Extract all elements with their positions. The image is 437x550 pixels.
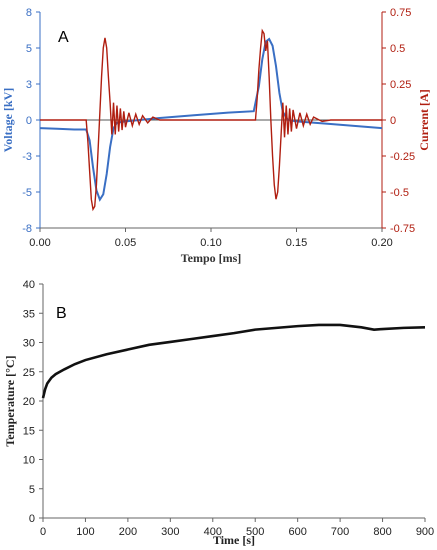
panel-b-y-tick-label: 0 xyxy=(29,513,35,525)
panel-a-x-axis-label: Tempo [ms] xyxy=(181,251,242,265)
panel-b-letter: B xyxy=(56,305,67,322)
panel-b-y-tick-label: 5 xyxy=(29,484,35,496)
panel-b-x-tick-label: 0 xyxy=(40,526,46,538)
panel-a-left-tick-label: 5 xyxy=(26,43,32,55)
panel-a-left-tick-label: 8 xyxy=(26,7,32,19)
panel-a-right-tick-label: -0.75 xyxy=(390,223,415,235)
panel-b-x-tick-label: 600 xyxy=(288,526,306,538)
temperature-series-line xyxy=(41,323,426,399)
panel-a-letter: A xyxy=(58,29,69,46)
panel-a-right-tick-label: -0.25 xyxy=(390,151,415,163)
panel-b-y-tick-label: 30 xyxy=(23,338,35,350)
panel-a-left-tick-label: 3 xyxy=(26,79,32,91)
panel-a-right-tick-label: 0 xyxy=(390,115,396,127)
panel-b-y-axis-label: Temperature [°C] xyxy=(3,355,17,446)
panel-b-y-tick-label: 20 xyxy=(23,396,35,408)
chart-panel-a: A 0.00 0.05 0.10 0.15 0.20 8 5 3 0 -3 -5 -8 0.75 0.… xyxy=(1,7,431,265)
panel-b-x-tick-label: 100 xyxy=(76,526,94,538)
panel-b-y-tick-label: 25 xyxy=(23,367,35,379)
panel-b-y-tick-label: 10 xyxy=(23,455,35,467)
current-series-line xyxy=(40,28,382,212)
panel-a-x-tick-label: 0.10 xyxy=(200,237,221,249)
panel-b-x-tick-label: 400 xyxy=(204,526,222,538)
panel-b-x-tick-label: 200 xyxy=(119,526,137,538)
panel-b-y-tick-label: 40 xyxy=(23,279,35,291)
panel-b-x-tick-label: 500 xyxy=(246,526,264,538)
panel-b-x-tick-label: 900 xyxy=(416,526,434,538)
panel-b-y-tick-label: 15 xyxy=(23,425,35,437)
panel-a-left-tick-label: 0 xyxy=(26,115,32,127)
panel-a-left-tick-label: -3 xyxy=(22,151,32,163)
panel-a-right-tick-label: 0.75 xyxy=(390,7,411,19)
panel-a-right-tick-label: -0.5 xyxy=(390,187,409,199)
panel-a-x-tick-label: 0.05 xyxy=(115,237,136,249)
panel-a-left-axis-label: Voltage [kV] xyxy=(1,88,15,153)
panel-a-x-tick-label: 0.15 xyxy=(286,237,307,249)
panel-b-x-axis-label: Time [s] xyxy=(213,533,255,547)
panel-a-x-tick-label: 0.20 xyxy=(371,237,392,249)
panel-a-right-axis-label: Current [A] xyxy=(417,89,431,150)
panel-a-right-tick-label: 0.5 xyxy=(390,43,405,55)
panel-b-x-tick-label: 800 xyxy=(373,526,391,538)
panel-b-y-tick-label: 35 xyxy=(23,308,35,320)
panel-b-x-tick-label: 300 xyxy=(161,526,179,538)
panel-a-right-tick-label: 0.25 xyxy=(390,79,411,91)
chart-panel-b: B 0 100 200 300 400 500 600 700 800 900 0 5 10 15 20 2… xyxy=(3,279,434,547)
panel-b-x-tick-label: 700 xyxy=(331,526,349,538)
panel-a-left-tick-label: -5 xyxy=(22,187,32,199)
panel-a-x-tick-label: 0.00 xyxy=(29,237,50,249)
panel-a-left-tick-label: -8 xyxy=(22,223,32,235)
